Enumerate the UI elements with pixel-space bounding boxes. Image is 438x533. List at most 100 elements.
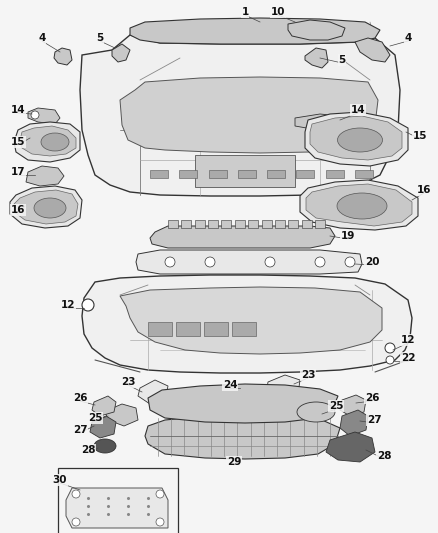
Polygon shape (20, 126, 76, 156)
Polygon shape (310, 116, 402, 160)
Polygon shape (92, 396, 116, 416)
Polygon shape (305, 112, 408, 166)
Text: 4: 4 (38, 33, 46, 43)
Bar (204, 322, 228, 336)
Text: 29: 29 (227, 457, 241, 467)
Bar (148, 322, 172, 336)
Bar (248, 220, 258, 228)
Polygon shape (10, 186, 82, 228)
Text: 24: 24 (223, 380, 237, 390)
Polygon shape (306, 184, 412, 226)
Polygon shape (90, 416, 116, 438)
Bar (261, 220, 272, 228)
Bar (150, 170, 168, 178)
Polygon shape (150, 226, 335, 248)
Circle shape (345, 257, 355, 267)
Circle shape (315, 257, 325, 267)
Bar (355, 170, 373, 178)
Circle shape (156, 490, 164, 498)
Ellipse shape (338, 128, 382, 152)
Text: 19: 19 (341, 231, 355, 241)
Bar (302, 220, 311, 228)
Bar (288, 220, 298, 228)
Circle shape (385, 343, 395, 353)
Ellipse shape (297, 402, 335, 422)
Circle shape (156, 518, 164, 526)
Polygon shape (355, 38, 390, 62)
Bar (176, 322, 200, 336)
Text: 30: 30 (53, 475, 67, 485)
Bar (181, 220, 191, 228)
Text: 15: 15 (11, 137, 25, 147)
Circle shape (265, 257, 275, 267)
Polygon shape (28, 108, 60, 124)
Polygon shape (130, 18, 380, 44)
Bar (222, 220, 231, 228)
Text: 16: 16 (417, 185, 431, 195)
Bar (275, 220, 285, 228)
Bar (195, 155, 295, 187)
Text: 12: 12 (61, 300, 75, 310)
Ellipse shape (41, 133, 69, 151)
Polygon shape (14, 122, 80, 162)
Text: 5: 5 (339, 55, 346, 65)
Bar (179, 170, 197, 178)
Text: 23: 23 (121, 377, 135, 387)
Text: 12: 12 (401, 335, 415, 345)
Polygon shape (80, 35, 400, 196)
Ellipse shape (337, 193, 387, 219)
Polygon shape (295, 114, 348, 130)
Bar (168, 220, 178, 228)
Polygon shape (106, 404, 138, 426)
Circle shape (165, 257, 175, 267)
Polygon shape (340, 395, 366, 416)
Polygon shape (66, 488, 168, 528)
Bar (195, 220, 205, 228)
Bar (238, 170, 256, 178)
Ellipse shape (94, 439, 116, 453)
Polygon shape (305, 48, 328, 68)
Text: 10: 10 (271, 7, 285, 17)
Polygon shape (136, 250, 362, 274)
Polygon shape (300, 180, 418, 230)
Text: 27: 27 (367, 415, 381, 425)
Polygon shape (148, 384, 338, 423)
Polygon shape (340, 410, 368, 436)
Bar (208, 170, 226, 178)
Circle shape (82, 299, 94, 311)
Text: 23: 23 (301, 370, 315, 380)
Polygon shape (54, 48, 72, 65)
Polygon shape (82, 275, 412, 373)
Bar (267, 170, 285, 178)
Bar (326, 170, 344, 178)
Ellipse shape (34, 198, 66, 218)
Polygon shape (112, 44, 130, 62)
Polygon shape (288, 20, 345, 40)
Polygon shape (14, 190, 78, 224)
Polygon shape (120, 287, 382, 354)
Polygon shape (120, 77, 378, 153)
Text: 26: 26 (365, 393, 379, 403)
Circle shape (72, 490, 80, 498)
Circle shape (31, 111, 39, 119)
Text: 14: 14 (11, 105, 25, 115)
Circle shape (205, 257, 215, 267)
Text: 25: 25 (329, 401, 343, 411)
Text: 15: 15 (413, 131, 427, 141)
Bar (315, 220, 325, 228)
Text: 20: 20 (365, 257, 379, 267)
Polygon shape (138, 380, 168, 404)
Text: 17: 17 (11, 167, 25, 177)
Text: 28: 28 (81, 445, 95, 455)
Text: 4: 4 (404, 33, 412, 43)
Text: 25: 25 (88, 413, 102, 423)
Bar (208, 220, 218, 228)
Polygon shape (26, 166, 64, 186)
Text: 5: 5 (96, 33, 104, 43)
Bar (232, 322, 256, 336)
Text: 26: 26 (73, 393, 87, 403)
Circle shape (72, 518, 80, 526)
Text: 27: 27 (73, 425, 87, 435)
Text: 28: 28 (377, 451, 391, 461)
Text: 1: 1 (241, 7, 249, 17)
